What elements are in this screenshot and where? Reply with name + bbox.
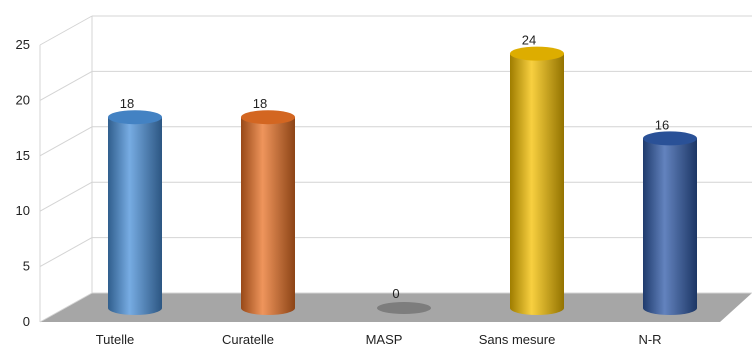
y-tick-label: 10 — [16, 203, 30, 218]
side-gridline — [39, 181, 93, 212]
y-tick-label: 20 — [16, 92, 30, 107]
data-labels: 18 18 0 24 16 — [120, 33, 669, 301]
bar — [241, 117, 295, 315]
x-tick-label: Sans mesure — [479, 332, 556, 347]
y-tick-label: 15 — [16, 148, 30, 163]
side-gridline — [39, 126, 93, 157]
x-tick-label: Curatelle — [222, 332, 274, 347]
data-label: 0 — [392, 286, 399, 301]
x-tick-label: Tutelle — [96, 332, 135, 347]
bar-top — [241, 110, 295, 125]
side-gridline — [39, 15, 93, 46]
data-label: 18 — [253, 96, 267, 111]
side-gridline — [39, 292, 93, 323]
y-axis: 0 5 10 15 20 25 — [16, 37, 30, 329]
side-gridline — [39, 237, 93, 268]
data-label: 24 — [522, 33, 536, 48]
data-label: 18 — [120, 96, 134, 111]
bar — [108, 117, 162, 315]
bar-top — [108, 110, 162, 125]
data-label: 16 — [655, 117, 669, 132]
x-tick-label: N-R — [638, 332, 661, 347]
y-tick-label: 5 — [23, 259, 30, 274]
side-gridline — [39, 70, 93, 101]
x-axis: Tutelle Curatelle MASP Sans mesure N-R — [96, 332, 662, 347]
bar-top — [643, 131, 697, 146]
bar — [377, 302, 431, 314]
y-tick-label: 25 — [16, 37, 30, 52]
bar — [510, 53, 564, 315]
y-tick-label: 0 — [23, 314, 30, 329]
bars — [108, 46, 697, 315]
x-tick-label: MASP — [366, 332, 403, 347]
bar — [643, 138, 697, 315]
bar-top — [510, 46, 564, 61]
